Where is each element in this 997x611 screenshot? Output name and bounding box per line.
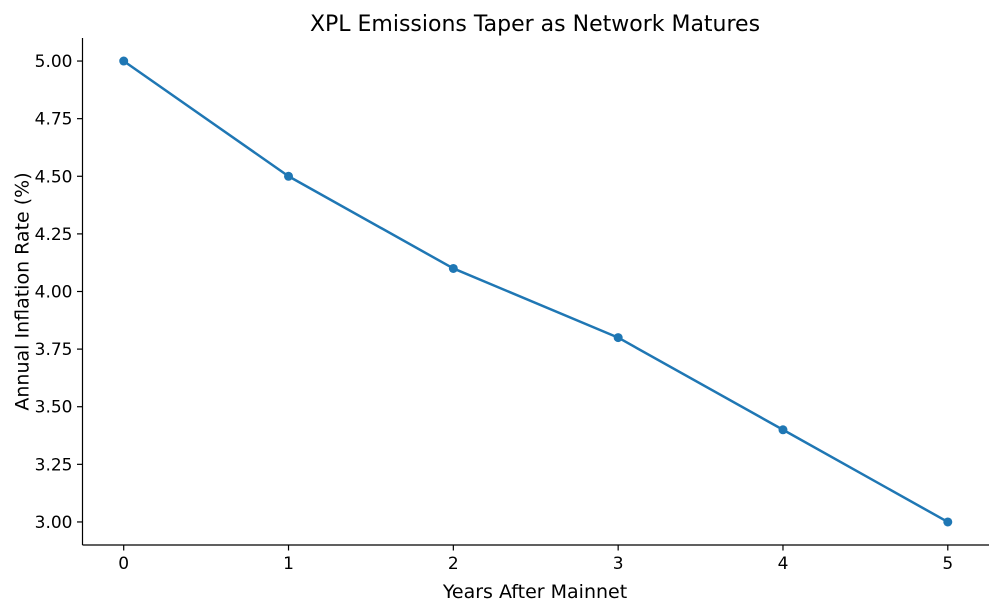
x-tick-label: 2 bbox=[448, 554, 459, 574]
y-axis-label: Annual Inflation Rate (%) bbox=[12, 172, 34, 410]
y-tick-label: 3.25 bbox=[35, 455, 73, 475]
x-tick-label: 1 bbox=[283, 554, 294, 574]
x-axis-label: Years After Mainnet bbox=[442, 581, 627, 603]
y-tick-label: 4.25 bbox=[35, 225, 73, 245]
y-tick-label: 3.75 bbox=[35, 340, 73, 360]
data-point-marker bbox=[448, 263, 458, 273]
data-point-marker bbox=[119, 56, 129, 66]
y-tick-label: 4.00 bbox=[35, 283, 73, 303]
data-point-marker bbox=[943, 517, 953, 527]
axes-layer: 0 1 2 3 4 5 3.00 3.25 3.50 3.75 4.00 4.25 4.50 4.75 5.… bbox=[35, 38, 989, 574]
y-tick-label: 4.50 bbox=[35, 167, 73, 187]
data-point-marker bbox=[778, 425, 788, 435]
data-point-marker bbox=[613, 333, 623, 343]
x-tick-label: 5 bbox=[942, 554, 953, 574]
chart-title: XPL Emissions Taper as Network Matures bbox=[310, 12, 760, 37]
y-tick-label: 5.00 bbox=[35, 52, 73, 72]
series-layer bbox=[119, 56, 953, 527]
x-tick-label: 0 bbox=[118, 554, 129, 574]
y-tick-label: 4.75 bbox=[35, 110, 73, 130]
y-tick-label: 3.00 bbox=[35, 513, 73, 533]
y-tick-label: 3.50 bbox=[35, 398, 73, 418]
emissions-line bbox=[122, 59, 950, 524]
x-tick-label: 3 bbox=[613, 554, 624, 574]
data-point-marker bbox=[284, 171, 294, 181]
x-tick-label: 4 bbox=[778, 554, 789, 574]
